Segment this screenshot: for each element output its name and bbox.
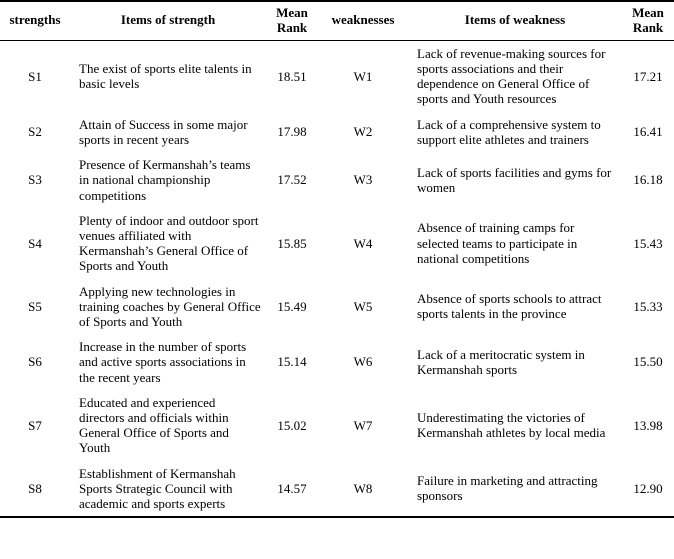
strength-id-cell: S7 (28, 417, 42, 433)
strength-item-cell: Increase in the number of sports and act… (79, 339, 247, 385)
weakness-rank-cell: 16.41 (633, 124, 663, 140)
weakness-id-cell: W5 (353, 298, 373, 314)
strength-rank-cell: 18.51 (277, 68, 307, 84)
header-weaknesses: weaknesses (318, 1, 408, 41)
weakness-id-cell: W3 (353, 172, 373, 188)
strengths-weaknesses-table: strengths Items of strength Mean Rank we… (0, 0, 674, 519)
header-mean-rank-strength: Mean Rank (266, 1, 318, 41)
strength-rank-cell: 17.52 (277, 172, 307, 188)
strength-item-cell: The exist of sports elite talents in bas… (79, 61, 252, 92)
weakness-id-cell: W7 (353, 417, 373, 433)
table-row: S7 Educated and experienced directors an… (0, 390, 674, 461)
strength-rank-cell: 14.57 (277, 480, 307, 496)
weakness-id-cell: W6 (353, 354, 373, 370)
table-body: S1 The exist of sports elite talents in … (0, 40, 674, 517)
weakness-rank-cell: 13.98 (633, 417, 663, 433)
table-row: S2 Attain of Success in some major sport… (0, 112, 674, 152)
weakness-item-cell: Lack of a comprehensive system to suppor… (417, 116, 601, 147)
strength-rank-cell: 17.98 (277, 124, 307, 140)
strength-id-cell: S5 (28, 298, 42, 314)
weakness-item-cell: Failure in marketing and attracting spon… (417, 473, 598, 504)
strength-id-cell: S4 (28, 235, 42, 251)
header-strengths: strengths (0, 1, 70, 41)
weakness-item-cell: Lack of a meritocratic system in Kermans… (417, 346, 585, 377)
strength-item-cell: Attain of Success in some major sports i… (79, 116, 248, 147)
table-row: S4 Plenty of indoor and outdoor sport ve… (0, 208, 674, 279)
weakness-rank-cell: 12.90 (633, 480, 663, 496)
strength-item-cell: Establishment of Kermanshah Sports Strat… (79, 465, 236, 511)
weakness-rank-cell: 15.43 (633, 235, 663, 251)
strength-rank-cell: 15.14 (277, 354, 307, 370)
weakness-item-cell: Absence of sports schools to attract spo… (417, 291, 602, 322)
strength-item-cell: Plenty of indoor and outdoor sport venue… (79, 212, 259, 274)
strength-rank-cell: 15.49 (277, 298, 307, 314)
table-row: S1 The exist of sports elite talents in … (0, 40, 674, 111)
strength-rank-cell: 15.02 (277, 417, 307, 433)
strength-id-cell: S1 (28, 68, 42, 84)
weakness-id-cell: W8 (353, 480, 373, 496)
strength-id-cell: S6 (28, 354, 42, 370)
strength-item-cell: Educated and experienced directors and o… (79, 394, 229, 456)
table-row: S3 Presence of Kermanshah’s teams in nat… (0, 152, 674, 208)
table-row: S5 Applying new technologies in training… (0, 279, 674, 335)
table-row: S6 Increase in the number of sports and … (0, 334, 674, 390)
weakness-id-cell: W1 (353, 68, 373, 84)
weakness-id-cell: W4 (353, 235, 373, 251)
strength-rank-cell: 15.85 (277, 235, 307, 251)
weakness-item-cell: Underestimating the victories of Kermans… (417, 409, 606, 441)
strength-item-cell: Applying new technologies in training co… (79, 283, 261, 329)
strength-id-cell: S2 (28, 124, 42, 140)
header-items-of-strength: Items of strength (70, 1, 266, 41)
weakness-item-cell: Absence of training camps for selected t… (417, 220, 578, 266)
weakness-rank-cell: 15.33 (633, 298, 663, 314)
weakness-rank-cell: 16.18 (633, 172, 663, 188)
strength-id-cell: S3 (28, 172, 42, 188)
header-items-of-weakness: Items of weakness (408, 1, 622, 41)
weakness-id-cell: W2 (353, 124, 373, 140)
strength-item-cell: Presence of Kermanshah’s teams in nation… (79, 157, 251, 203)
header-mean-rank-weakness: Mean Rank (622, 1, 674, 41)
weakness-item-cell: Lack of sports facilities and gyms for w… (417, 164, 612, 195)
weakness-rank-cell: 15.50 (633, 354, 663, 370)
weakness-rank-cell: 17.21 (633, 68, 663, 84)
strength-id-cell: S8 (28, 480, 42, 496)
weakness-item-cell: Lack of revenue-making sources for sport… (417, 45, 606, 107)
header-row: strengths Items of strength Mean Rank we… (0, 1, 674, 41)
table-row: S8 Establishment of Kermanshah Sports St… (0, 461, 674, 518)
